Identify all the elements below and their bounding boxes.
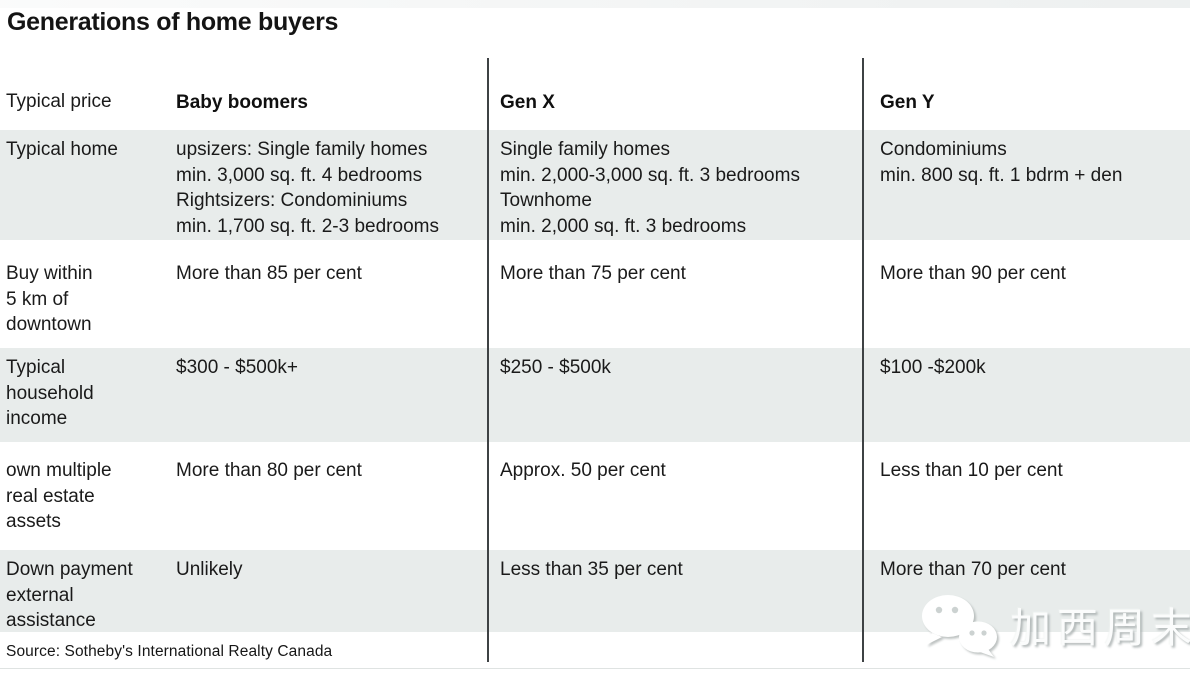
cell-home-gen-y: Condominiums min. 800 sq. ft. 1 bdrm + d…: [880, 139, 1123, 186]
row-label-typical-price: Typical price: [6, 91, 112, 112]
row-label-multiple-assets: own multiple real estate assets: [6, 460, 112, 532]
cell-downpayment-gen-y: More than 70 per cent: [880, 559, 1066, 580]
row-label-buy-within-downtown: Buy within 5 km of downtown: [6, 263, 93, 335]
cell-assets-baby-boomers: More than 80 per cent: [176, 460, 362, 481]
bottom-border: [0, 668, 1190, 669]
cell-price-baby-boomers: Baby boomers $2 million-$5 million: [176, 58, 481, 164]
column-divider-1: [487, 58, 489, 662]
cell-downtown-baby-boomers: More than 85 per cent: [176, 263, 362, 284]
cell-price-gen-y: Gen Y $800, 000-$1 million: [880, 58, 1182, 164]
watermark: 加西周末: [916, 591, 1190, 657]
table-row-typical-price: Typical price Baby boomers $2 million-$5…: [0, 58, 1190, 164]
row-label-household-income: Typical household income: [6, 357, 94, 429]
row-label-typical-home: Typical home: [6, 139, 118, 160]
cell-downpayment-baby-boomers: Unlikely: [176, 559, 243, 580]
cell-price-gen-x: Gen X $2 million-$4 million: [500, 58, 858, 164]
cell-assets-gen-y: Less than 10 per cent: [880, 460, 1063, 481]
watermark-text: 加西周末: [1010, 604, 1190, 652]
wechat-logo-icon: [922, 595, 997, 657]
column-header-baby-boomers: Baby boomers: [176, 91, 308, 113]
cell-assets-gen-x: Approx. 50 per cent: [500, 460, 666, 481]
cell-income-gen-x: $250 - $500k: [500, 357, 611, 378]
table-row-multiple-assets: own multiple real estate assets More tha…: [0, 442, 1190, 550]
column-divider-2: [862, 58, 864, 662]
cell-home-baby-boomers: upsizers: Single family homes min. 3,000…: [176, 139, 439, 237]
column-header-gen-y: Gen Y: [880, 91, 935, 113]
table-row-typical-home: Typical home upsizers: Single family hom…: [0, 130, 1190, 240]
cell-downtown-gen-y: More than 90 per cent: [880, 263, 1066, 284]
table-row-down-payment: Down payment external assistance Unlikel…: [0, 550, 1190, 632]
top-edge-artifact: [0, 0, 1190, 8]
cell-income-baby-boomers: $300 - $500k+: [176, 357, 299, 378]
cell-income-gen-y: $100 -$200k: [880, 357, 986, 378]
page-title: Generations of home buyers: [7, 8, 339, 36]
table-row-buy-within-downtown: Buy within 5 km of downtown More than 85…: [0, 240, 1190, 348]
row-label-down-payment: Down payment external assistance: [6, 559, 133, 631]
source-note: Source: Sotheby's International Realty C…: [6, 643, 333, 660]
column-header-gen-x: Gen X: [500, 91, 555, 113]
table-row-household-income: Typical household income $300 - $500k+ $…: [0, 348, 1190, 442]
cell-downtown-gen-x: More than 75 per cent: [500, 263, 686, 284]
cell-home-gen-x: Single family homes min. 2,000-3,000 sq.…: [500, 139, 800, 237]
cell-downpayment-gen-x: Less than 35 per cent: [500, 559, 683, 580]
